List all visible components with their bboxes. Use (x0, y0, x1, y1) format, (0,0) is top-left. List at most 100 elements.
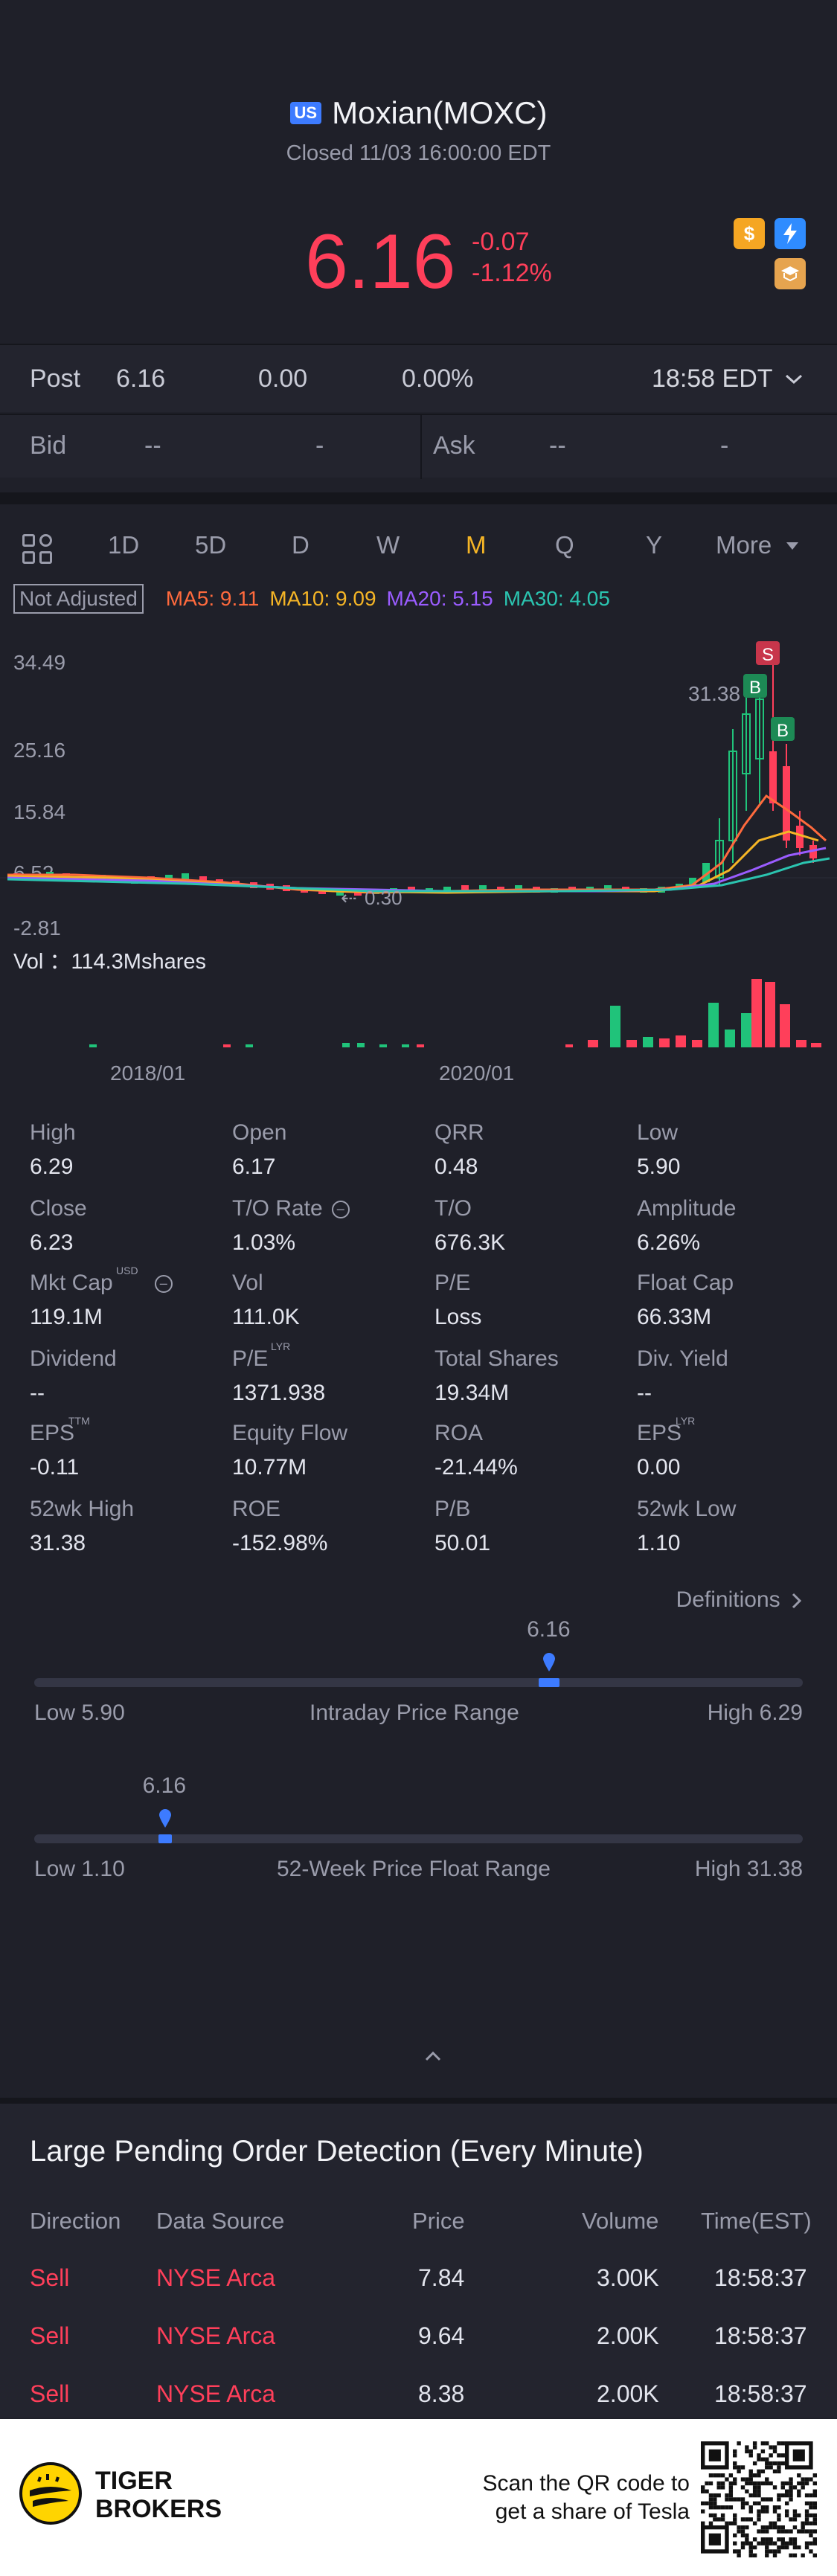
stat-label: Open (232, 1120, 287, 1145)
kline-chart[interactable]: 34.49 25.16 15.84 6.52 -2.81 (0, 625, 837, 1093)
sell-marker[interactable]: S (756, 641, 780, 665)
bid-size: - (315, 431, 324, 460)
order-time: 18:58:37 (714, 2322, 807, 2349)
stat-cell: Amplitude 6.26% (637, 1196, 736, 1256)
chevron-up-icon[interactable] (424, 2047, 442, 2065)
ma5-value: MA5: 9.11 (165, 587, 260, 610)
candles-spike (715, 655, 817, 885)
stat-cell: Low 5.90 (637, 1120, 680, 1180)
y-tick: 25.16 (13, 739, 65, 762)
adjust-toggle[interactable]: Not Adjusted (13, 584, 144, 614)
stat-cell: High 6.29 (30, 1120, 76, 1180)
stat-label: QRR (434, 1120, 484, 1145)
col-price: Price (412, 2208, 465, 2234)
stat-value: 19.34M (434, 1381, 510, 1405)
stat-cell: P/E Loss (434, 1271, 481, 1330)
intraday-range-track (34, 1678, 803, 1687)
education-icon[interactable] (775, 258, 806, 289)
order-price: 9.64 (418, 2322, 465, 2349)
post-change: 0.00 (258, 364, 308, 393)
tab-week[interactable]: W (376, 531, 400, 559)
stat-cell: EPS LYR 0.00 (637, 1415, 695, 1480)
week52-range-track (34, 1834, 803, 1843)
flash-icon[interactable] (775, 218, 806, 249)
post-market-row[interactable]: Post 6.16 0.00 0.00% 18:58 EDT (0, 344, 837, 412)
last-price: 6.16 (305, 219, 456, 305)
promo-footer: TIGER BROKERS Scan the QR code to get a … (0, 2419, 837, 2576)
order-time: 18:58:37 (714, 2380, 807, 2407)
stat-cell: Div. Yield -- (637, 1346, 728, 1406)
intraday-low: Low 5.90 (34, 1700, 125, 1725)
tab-5d[interactable]: 5D (195, 531, 227, 559)
col-volume: Volume (582, 2208, 659, 2234)
market-badge: US (289, 102, 322, 124)
week52-range-marker (158, 1834, 172, 1843)
stat-cell: T/O Rate – 1.03% (232, 1196, 350, 1256)
definitions-link[interactable]: Definitions (676, 1587, 803, 1613)
ask-price: -- (549, 431, 566, 460)
stat-value: 10.77M (232, 1455, 307, 1480)
qr-code[interactable] (701, 2441, 817, 2557)
market-status: Closed 11/03 16:00:00 EDT (286, 141, 551, 165)
tab-month[interactable]: M (466, 531, 487, 559)
week52-marker-pin-icon (158, 1809, 171, 1828)
stat-cell: P/E LYR 1371.938 (232, 1340, 325, 1406)
stat-label: EPS TTM (30, 1415, 90, 1445)
ma20-value: MA20: 5.15 (386, 587, 493, 610)
orders-title: Large Pending Order Detection (Every Min… (30, 2135, 644, 2168)
bid-ask-divider (420, 415, 422, 479)
stat-label: Low (637, 1120, 679, 1145)
ma10-line (7, 830, 819, 894)
tab-quarter[interactable]: Q (555, 531, 574, 559)
period-tabs: 1D 5D D W M Q Y More (0, 492, 837, 582)
buy-marker[interactable]: B (743, 674, 767, 698)
dollar-icon[interactable]: $ (734, 218, 765, 249)
stat-cell: EPS TTM -0.11 (30, 1415, 90, 1480)
tab-1d[interactable]: 1D (108, 531, 140, 559)
order-direction: Sell (30, 2380, 70, 2407)
caret-down-icon[interactable] (786, 542, 799, 550)
stat-cell: 52wk High 31.38 (30, 1497, 134, 1556)
bid-ask-row: Bid -- - Ask -- - (0, 414, 837, 479)
order-source: NYSE Arca (156, 2380, 276, 2407)
col-time: Time(EST) (701, 2208, 812, 2234)
stat-label: Vol (232, 1271, 263, 1295)
x-tick: 2020/01 (439, 1061, 514, 1085)
stat-cell: T/O 676.3K (434, 1196, 505, 1256)
stat-label: Equity Flow (232, 1421, 348, 1445)
order-time: 18:58:37 (714, 2264, 807, 2291)
tab-day[interactable]: D (292, 531, 310, 559)
volume-bars (89, 979, 821, 1047)
stat-cell: Mkt Cap USD –119.1M (30, 1265, 173, 1330)
stat-label: Mkt Cap USD – (30, 1265, 173, 1296)
week52-high: High 31.38 (694, 1857, 803, 1881)
ma30-value: MA30: 4.05 (503, 587, 610, 610)
chevron-down-icon[interactable] (784, 373, 804, 385)
buy-marker[interactable]: B (771, 717, 795, 741)
tab-year[interactable]: Y (646, 531, 663, 559)
stat-cell: 52wk Low 1.10 (637, 1497, 736, 1556)
order-direction: Sell (30, 2264, 70, 2291)
info-icon[interactable]: – (154, 1275, 173, 1294)
stat-value: 6.23 (30, 1230, 74, 1255)
stat-cell: Float Cap 66.33M (637, 1271, 734, 1330)
tiger-brokers-logo (19, 2462, 82, 2525)
layout-grid-icon[interactable] (22, 534, 54, 565)
y-tick: -2.81 (13, 916, 61, 939)
stat-value: 31.38 (30, 1531, 86, 1555)
stat-cell: Total Shares 19.34M (434, 1346, 559, 1406)
stat-label: Amplitude (637, 1196, 737, 1221)
stat-cell: Dividend -- (30, 1346, 117, 1406)
stat-cell: Close 6.23 (30, 1196, 87, 1256)
low-price-label: 0.30 (365, 887, 403, 909)
info-icon[interactable]: – (331, 1201, 350, 1219)
intraday-range-marker (539, 1678, 560, 1687)
brand-line-2: BROKERS (95, 2495, 222, 2523)
tab-more[interactable]: More (716, 531, 772, 559)
volume-label: Vol ：114.3Mshares (13, 950, 206, 974)
ask-label: Ask (433, 431, 475, 460)
y-tick: 15.84 (13, 800, 65, 823)
stat-label: P/E (434, 1271, 471, 1295)
stat-value: 6.26% (637, 1230, 701, 1255)
stat-value: 1.03% (232, 1230, 296, 1255)
